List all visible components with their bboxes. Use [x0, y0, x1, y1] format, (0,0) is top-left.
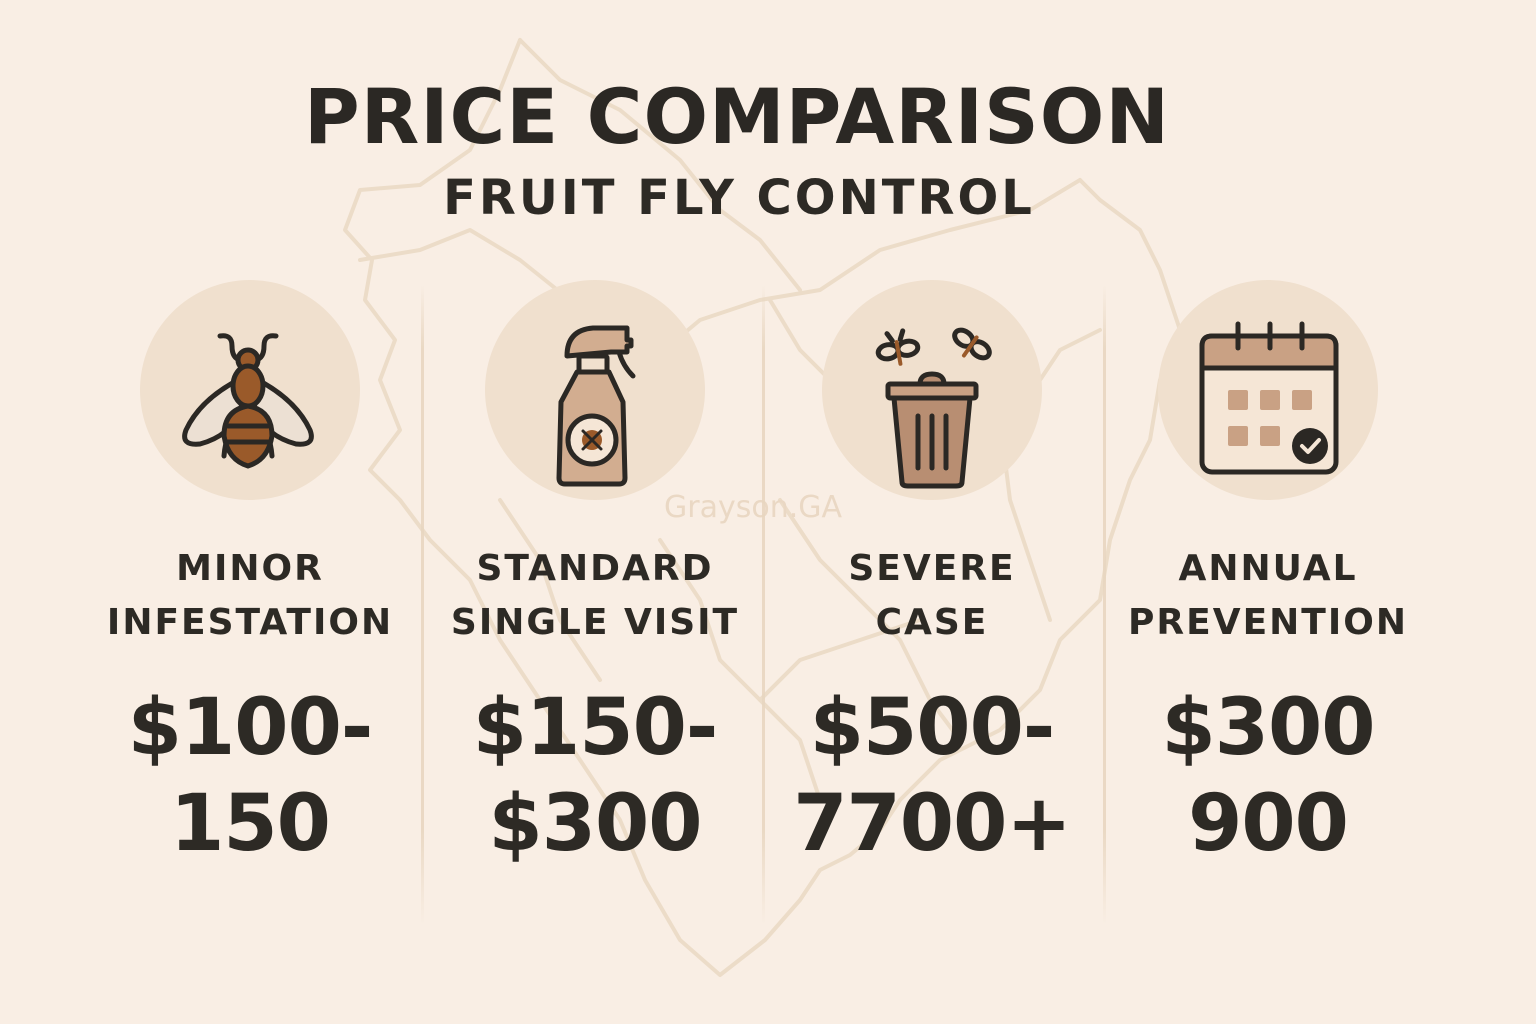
tier-price-line2: 900: [1188, 779, 1349, 869]
tier-label-line2: SINGLE VISIT: [450, 602, 740, 643]
tier-label: ANNUAL PREVENTION: [1098, 542, 1438, 650]
tier-label: SEVERE CASE: [762, 542, 1102, 650]
tier-price-line2: $300: [488, 779, 702, 869]
icon-badge: [485, 280, 705, 500]
tier-price: $100- 150: [80, 680, 420, 872]
tier-label-line2: PREVENTION: [1128, 602, 1408, 643]
tier-price-line1: $500-: [809, 683, 1055, 773]
icon-badge: [822, 280, 1042, 500]
tier-label: STANDARD SINGLE VISIT: [425, 542, 765, 650]
icon-badge: [140, 280, 360, 500]
icon-badge: [1158, 280, 1378, 500]
tier-label-line2: CASE: [875, 602, 989, 643]
tier-price: $300 900: [1098, 680, 1438, 872]
tier-price-line2: 150: [170, 779, 331, 869]
tier-price-line1: $300: [1161, 683, 1375, 773]
fruit-fly-icon: [182, 333, 314, 469]
tier-label: MINOR INFESTATION: [80, 542, 420, 650]
tier-price-line2: 7700+: [793, 779, 1071, 869]
page-subtitle: FRUIT FLY CONTROL: [443, 170, 1035, 226]
tier-card-minor-infestation: MINOR INFESTATION $100- 150: [80, 270, 420, 890]
tier-label-line1: STANDARD: [476, 548, 714, 589]
column-divider: [762, 285, 765, 925]
tier-label-line2: INFESTATION: [106, 602, 394, 643]
tier-card-standard-single-visit: STANDARD SINGLE VISIT $150- $300: [425, 270, 765, 890]
tier-price: $500- 7700+: [762, 680, 1102, 872]
page-title: PRICE COMPARISON: [304, 72, 1170, 161]
tier-price-line1: $100-: [127, 683, 373, 773]
column-divider: [1103, 285, 1106, 925]
column-divider: [421, 285, 424, 925]
tier-label-line1: SEVERE: [848, 548, 1016, 589]
calendar-check-icon: [1199, 321, 1339, 475]
tier-price-line1: $150-: [472, 683, 718, 773]
location-watermark: Grayson.GA: [664, 490, 843, 525]
tier-price: $150- $300: [425, 680, 765, 872]
tier-card-severe-case: SEVERE CASE $500- 7700+: [762, 270, 1102, 890]
tier-label-line1: MINOR: [176, 548, 324, 589]
tier-card-annual-prevention: ANNUAL PREVENTION $300 900: [1098, 270, 1438, 890]
spray-bottle-icon: [556, 325, 636, 487]
trash-can-flies-icon: [875, 327, 992, 489]
tier-label-line1: ANNUAL: [1178, 548, 1358, 589]
